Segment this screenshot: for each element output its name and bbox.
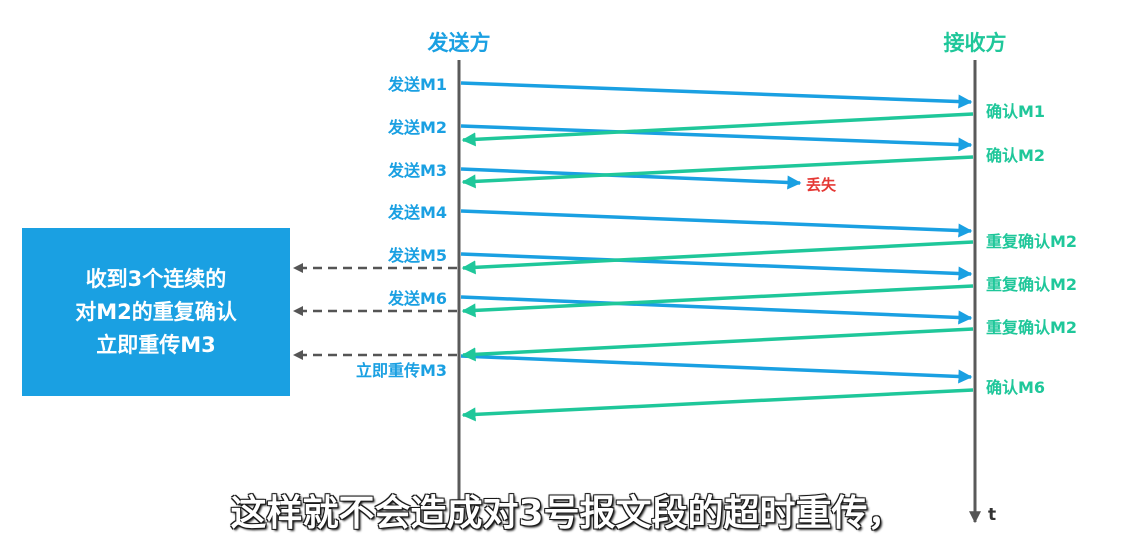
ack-arrow-m6 [461,388,974,422]
receiver-title: 接收方 [944,31,1007,55]
send-label-m4: 发送M4 [387,203,447,222]
ack-label-m6: 确认M6 [986,378,1045,397]
ack-label-dup-2: 重复确认M2 [986,275,1077,294]
send-label-retransmit-m3: 立即重传M3 [356,361,447,380]
send-arrow-m1 [460,81,973,109]
ack-label-dup-3: 重复确认M2 [986,318,1077,337]
info-box-line-1: 收到3个连续的 [85,266,227,291]
info-box-line-2: 对M2的重复确认 [75,299,237,324]
ack-label-dup-1: 重复确认M2 [986,232,1077,251]
send-arrow-m4 [460,209,973,238]
ack-arrow-m2 [461,155,974,189]
lost-label: 丢失 [806,176,837,194]
info-box-line-3: 立即重传M3 [96,332,216,357]
send-arrow-retransmit-m3 [460,354,973,384]
send-label-m3: 发送M3 [387,161,447,180]
send-arrow-m6 [460,295,973,325]
send-label-m6: 发送M6 [387,289,447,308]
ack-label-m2: 确认M2 [986,146,1045,165]
send-arrow-m3-lost [460,167,802,190]
ack-arrow-dup-3 [461,327,974,362]
ack-arrow-dup-2 [461,284,974,318]
sender-title: 发送方 [427,31,491,55]
send-label-m5: 发送M5 [387,246,447,265]
fast-retransmit-info-box: 收到3个连续的 对M2的重复确认 立即重传M3 [22,228,290,396]
send-label-m1: 发送M1 [387,75,447,94]
ack-arrow-m1 [461,112,974,147]
send-arrow-m2 [460,124,973,152]
ack-arrow-dup-1 [461,240,974,275]
video-subtitle: 这样就不会造成对3号报文段的超时重传， [230,493,904,534]
ack-label-m1: 确认M1 [986,102,1045,121]
time-axis-label: t [988,505,996,525]
send-label-m2: 发送M2 [387,118,447,137]
send-arrow-m5 [460,252,973,281]
